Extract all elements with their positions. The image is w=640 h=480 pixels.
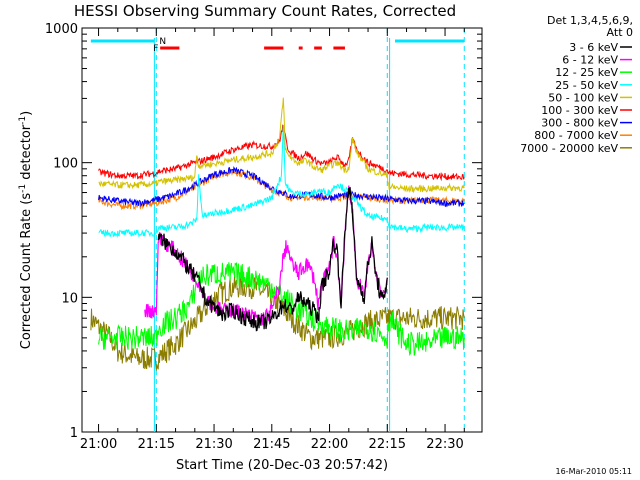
x-tick-label: 22:15 (369, 437, 406, 452)
series-line-8 (90, 274, 465, 371)
x-tick-label: 21:00 (80, 437, 117, 452)
x-tick-label: 21:15 (138, 437, 175, 452)
series-line-5 (98, 124, 465, 182)
legend-header-line-2: Att 0 (607, 26, 633, 39)
series-line-6 (98, 165, 465, 208)
legend-label: 7000 - 20000 keV (520, 142, 618, 155)
legend-header-line-1: Det 1,3,4,5,6,9, (547, 14, 633, 27)
y-tick-label: 10 (61, 291, 78, 306)
flare-flag-label: F (153, 44, 158, 54)
y-tick-label: 1 (70, 426, 78, 441)
plot-frame (81, 27, 483, 433)
legend-label: 25 - 50 keV (555, 79, 618, 92)
axes: 21:00 21:15 21:30 21:45 22:00 22:15 22:30 1 10 10… (45, 22, 482, 452)
footer-timestamp: 16-Mar-2010 05:11 (556, 467, 633, 476)
x-tick-label: 21:45 (253, 437, 290, 452)
legend-label: 100 - 300 keV (541, 104, 618, 117)
night-flag-label: N (159, 37, 166, 47)
series-line-4 (98, 97, 465, 194)
x-tick-label: 22:00 (311, 437, 348, 452)
chart-title: HESSI Observing Summary Count Rates, Cor… (74, 2, 456, 20)
legend-label: 800 - 7000 keV (534, 129, 618, 142)
series-line-0 (157, 187, 388, 332)
y-tick-label: 100 (53, 157, 78, 172)
plot-area: FN (90, 28, 465, 432)
series-line-3 (98, 125, 465, 239)
y-axis-label: Corrected Count Rate (s-1 detector-1) (18, 111, 34, 349)
legend-label: 300 - 800 keV (541, 117, 618, 130)
legend-label: 12 - 25 keV (555, 66, 618, 79)
y-tick-label: 1000 (45, 22, 78, 37)
x-tick-label: 22:30 (426, 437, 463, 452)
x-tick-label: 21:30 (195, 437, 232, 452)
x-axis-label: Start Time (20-Dec-03 20:57:42) (176, 458, 388, 473)
legend-label: 50 - 100 keV (548, 91, 618, 104)
legend-label: 6 - 12 keV (562, 54, 618, 67)
legend-label: 3 - 6 keV (569, 41, 618, 54)
